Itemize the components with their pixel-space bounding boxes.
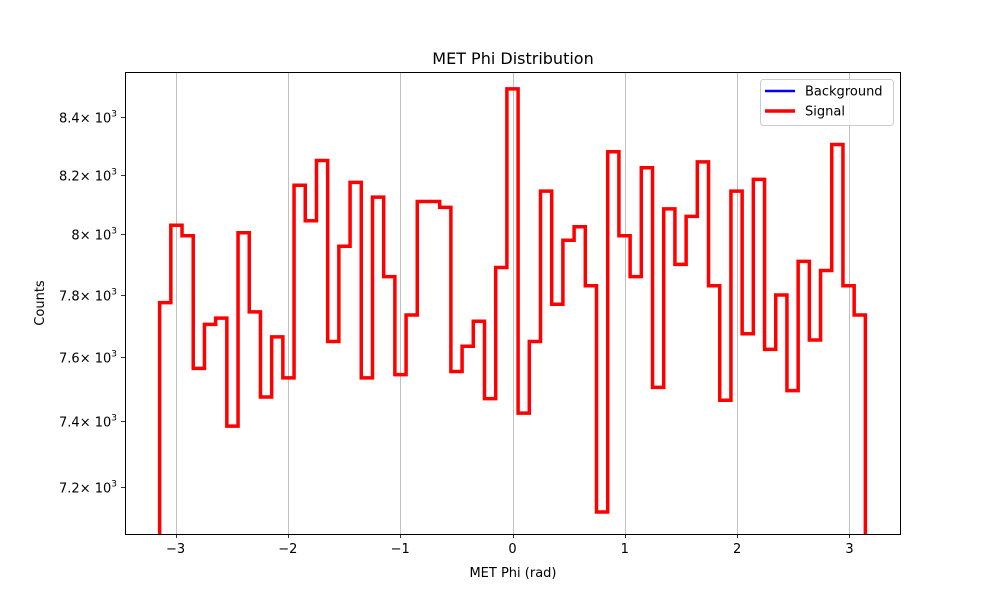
x-tick-label: 3 <box>845 542 853 557</box>
x-tick-label: 1 <box>621 542 629 557</box>
x-axis-ticks: −3 −2 −1 0 1 2 3 <box>166 534 854 557</box>
x-tick-label: −3 <box>166 542 185 557</box>
series-layer <box>157 87 868 534</box>
y-tick-label: 7.4× 103 <box>59 414 117 431</box>
x-axis-label: MET Phi (rad) <box>469 566 556 581</box>
series-signal-step-line <box>157 87 868 534</box>
legend-label-signal: Signal <box>805 105 845 120</box>
x-tick-label: −2 <box>278 542 297 557</box>
chart-title: MET Phi Distribution <box>432 49 593 68</box>
y-tick-label: 7.6× 103 <box>59 350 117 367</box>
legend: Background Signal <box>760 79 894 126</box>
y-tick-label: 8.4× 103 <box>59 110 117 127</box>
grid-lines <box>176 72 850 534</box>
y-axis-ticks: 7.2× 103 7.4× 103 7.6× 103 7.8× 103 8× 103 8.… <box>59 110 125 497</box>
y-tick-label: 7.2× 103 <box>59 480 117 497</box>
x-tick-label: 2 <box>733 542 741 557</box>
y-tick-label: 8.2× 103 <box>59 168 117 185</box>
y-tick-label: 7.8× 103 <box>59 288 117 305</box>
y-tick-label: 8× 103 <box>71 227 117 244</box>
y-axis-label: Counts <box>33 280 48 326</box>
plot-frame <box>125 72 901 535</box>
x-tick-label: 0 <box>508 542 516 557</box>
x-tick-label: −1 <box>391 542 410 557</box>
legend-label-background: Background <box>805 85 883 100</box>
